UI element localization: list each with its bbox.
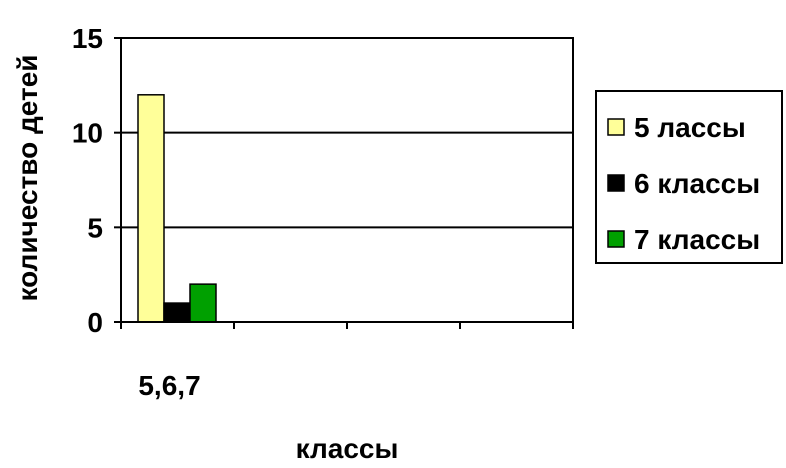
axes-layer bbox=[114, 37, 574, 329]
bar-6-klassy bbox=[163, 302, 191, 323]
legend: 5 лассы 6 классы 7 классы bbox=[595, 90, 783, 264]
bar-5-klassy bbox=[137, 94, 165, 323]
bar-7-klassy bbox=[189, 283, 217, 323]
legend-swatch bbox=[607, 118, 625, 136]
legend-swatch bbox=[607, 230, 625, 248]
legend-frame bbox=[595, 90, 783, 264]
y-tick-label: 10 bbox=[72, 118, 103, 149]
legend-label: 6 классы bbox=[634, 168, 760, 199]
y-tick-label: 0 bbox=[87, 307, 103, 338]
bars-layer bbox=[137, 94, 217, 323]
x-category-label: 5,6,7 bbox=[138, 370, 200, 401]
y-tick-label: 5 bbox=[87, 212, 103, 243]
labels-layer: 0 5 10 15 5,6,7 bbox=[72, 23, 201, 401]
legend-swatch bbox=[607, 174, 625, 192]
legend-label: 5 лассы bbox=[634, 112, 746, 143]
grid-layer bbox=[120, 37, 574, 323]
y-tick-label: 15 bbox=[72, 23, 103, 54]
y-axis-title: количество детей bbox=[12, 55, 43, 302]
plot-area bbox=[120, 37, 574, 323]
legend-label: 7 классы bbox=[634, 224, 760, 255]
x-axis-title: классы bbox=[296, 433, 399, 464]
